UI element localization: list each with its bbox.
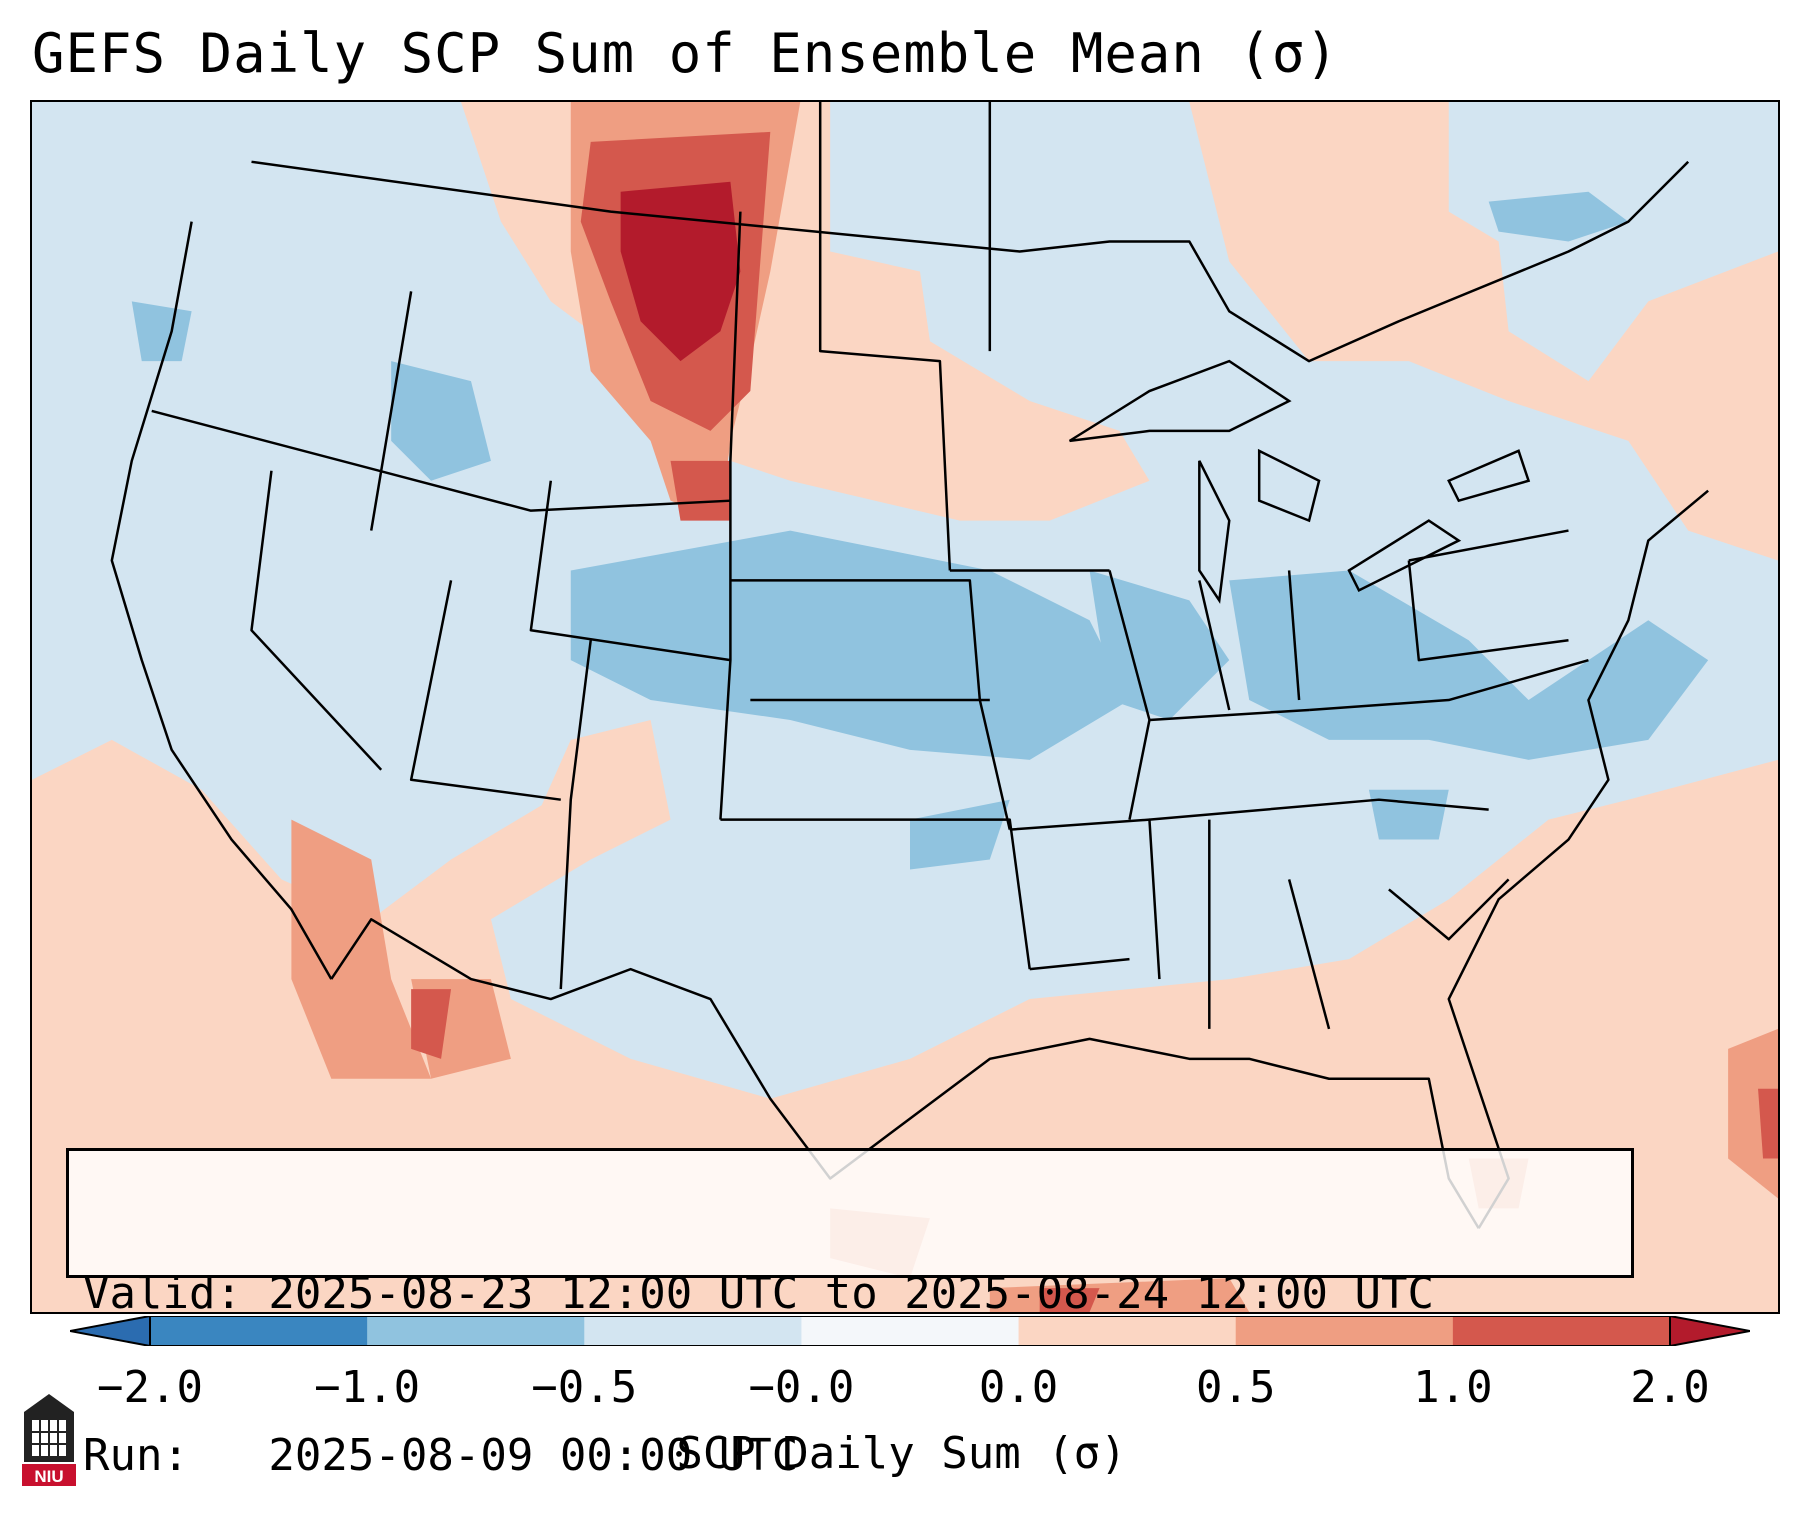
run-time-text: Run: 2025-08-09 00:00 UTC (83, 1430, 799, 1481)
niu-logo-icon: NIU (22, 1394, 76, 1486)
colorbar-tick-label: 0.0 (978, 1362, 1059, 1413)
colorbar-tick-label: −0.0 (748, 1362, 855, 1413)
anomaly-map (32, 102, 1778, 1312)
valid-time-text: Valid: 2025-08-23 12:00 UTC to 2025-08-2… (83, 1268, 1435, 1319)
chart-title: GEFS Daily SCP Sum of Ensemble Mean (σ) (32, 22, 1339, 85)
anomaly-max-positive (620, 181, 741, 362)
colorbar-tick-label: −2.0 (97, 1362, 203, 1413)
colorbar-bin (584, 1316, 802, 1346)
colorbar-outline (149, 1316, 1671, 1346)
logo-text: NIU (34, 1467, 63, 1486)
map-panel (30, 100, 1780, 1314)
colorbar-bin (801, 1316, 1020, 1346)
colorbar (70, 1316, 1750, 1346)
colorbar-tick-label: 2.0 (1630, 1362, 1710, 1413)
colorbar-bin (1018, 1316, 1237, 1346)
great-lakes (1068, 359, 1531, 604)
anomaly-negative (131, 191, 1709, 870)
colorbar-label: SCP Daily Sum (σ) (676, 1428, 1127, 1479)
colorbar-tick-label: −0.5 (531, 1362, 638, 1413)
colorbar-bin (150, 1316, 368, 1346)
colorbar-bins (150, 1316, 1671, 1346)
colorbar-tick-label: −1.0 (314, 1362, 421, 1413)
colorbar-extend-low (70, 1316, 151, 1346)
colorbar-bin (1452, 1316, 1671, 1346)
colorbar-tick-label: 1.0 (1413, 1362, 1493, 1413)
colorbar-extend-high (1669, 1316, 1750, 1346)
state-boundaries (110, 102, 1709, 1229)
colorbar-tick-label: 0.5 (1195, 1362, 1276, 1413)
colorbar-bin (1235, 1316, 1454, 1346)
colorbar-bin (367, 1316, 585, 1346)
valid-run-info-box: Valid: 2025-08-23 12:00 UTC to 2025-08-2… (66, 1148, 1634, 1481)
